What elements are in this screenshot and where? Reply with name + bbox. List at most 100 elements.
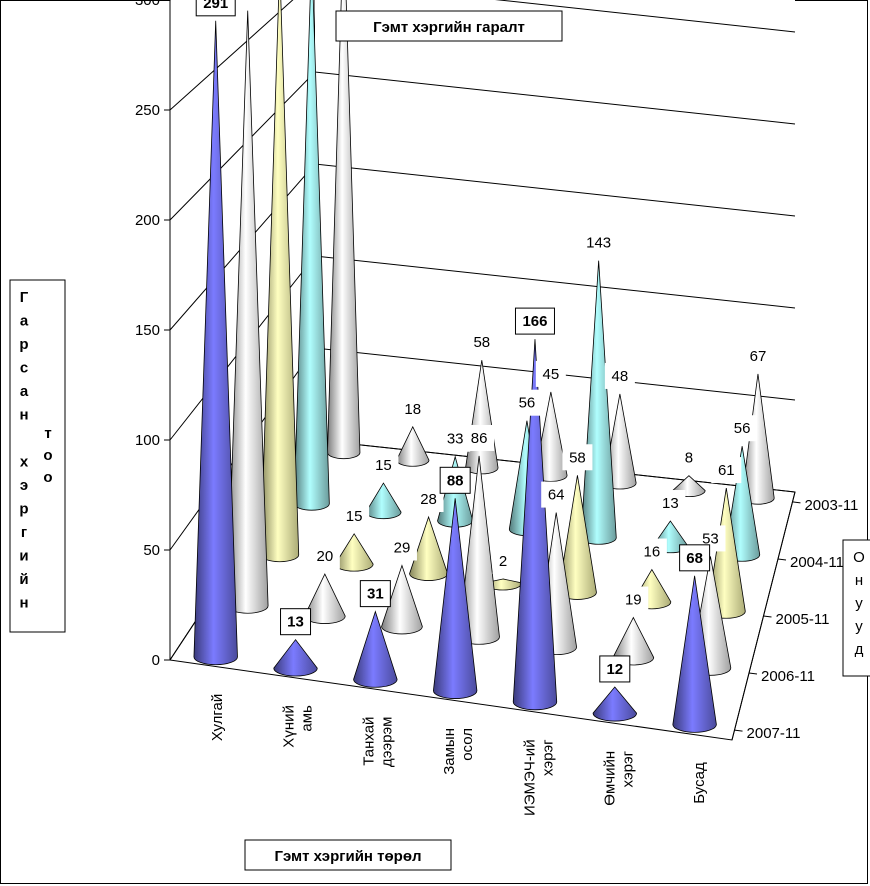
x-axis-title-box [244,839,452,871]
data-labels: 28818584548867285153356143135629?1528258… [195,0,773,683]
x-category-line: Хүний [280,705,297,748]
data-label: 15 [375,457,392,474]
x-category-line: Танхай [361,717,378,766]
y-title-char: х [20,454,29,471]
data-label-box [742,342,773,369]
y-tick-label: 300 [135,0,160,9]
depth-tick-label: 2006-11 [761,668,815,685]
x-category-line: ИЭМЭЧ-ий [521,739,538,816]
data-label: 20 [316,548,333,565]
data-label: 68 [686,550,703,567]
data-label-box [492,547,514,574]
x-category-line: Өмчийн [602,751,619,806]
depth-title-char: О [853,549,865,566]
y-title-char: с [20,360,28,377]
data-label: 45 [542,366,559,383]
data-label-box [359,580,391,608]
y-tick-label: 0 [152,652,160,669]
x-category-line: дээрэм [379,717,396,768]
data-label: 166 [522,313,547,330]
x-category-line: хэрэг [620,750,637,787]
cone-2007-11-2 [353,610,398,688]
data-label-box [618,586,649,613]
y-title-char: т [44,425,51,442]
depth-tick-label: 2004-11 [790,554,844,571]
data-label: 58 [569,449,586,466]
y-title-char: й [19,571,28,588]
x-category-line: Хулгай [209,694,226,741]
depth-axis-title-box [842,539,870,677]
data-label-box [397,395,428,422]
cone-2006-11-2 [381,564,423,635]
data-label-box [678,444,700,471]
data-label: 28 [420,491,437,508]
depth-tick [777,558,787,561]
y-tick-label: 100 [135,432,160,449]
x-axis-categories: Хулгай Хүний амь Танхай дээрэм Замын осол ИЭМЭЧ… [209,694,708,816]
y-tick-label: 150 [135,322,160,339]
y-axis-ticks: 0 50 100 150 200 250 300 [135,0,170,669]
data-label-box [511,389,542,416]
cone-2007-11-5 [592,686,637,722]
data-label: 88 [447,472,464,489]
y-title-char: р [19,501,28,518]
x-category-line: Бусад [691,762,708,804]
data-label: 48 [612,368,629,385]
depth-title-char: у [855,618,863,635]
data-label: 56 [734,420,751,437]
y-title-char: н [19,595,28,612]
x-category-label: Хүний амь [280,705,315,748]
data-label: 8 [685,450,693,467]
depth-tick [734,729,743,732]
data-label-box [599,655,631,683]
data-label-box [655,490,686,517]
x-category-label: Өмчийн хэрэг [602,750,637,805]
y-title-char: а [20,313,29,330]
depth-tick [792,501,801,504]
cone-2007-11-4 [512,339,558,711]
data-label: 29 [394,539,411,556]
y-title-char: и [19,548,28,565]
cone-series [193,0,775,733]
data-label-box [368,452,399,479]
data-label-box [562,444,593,471]
x-category-label: Хулгай [209,694,226,741]
data-label: 13 [662,495,679,512]
back-wall [315,0,795,492]
x-category-line: Замын [441,728,458,775]
y-title-char: о [43,469,52,486]
x-category-line: осол [459,728,476,761]
data-label-box [579,229,619,256]
title-box [335,10,563,42]
depth-title-char: у [855,595,863,612]
data-label-box [636,538,667,565]
data-label-box [339,502,370,529]
data-label: 58 [473,334,490,351]
data-label-box [727,415,758,442]
data-label: 143 [586,235,611,252]
y-title-char: н [19,407,28,424]
data-label-box [541,481,572,508]
y-title-char: Г [20,289,29,306]
data-label: 56 [519,395,536,412]
depth-tick-label: 2003-11 [804,497,858,514]
data-label: 67 [750,348,767,365]
data-label: 61 [718,462,735,479]
data-label-box [535,360,566,387]
y-axis-title-box [9,279,66,633]
y-title-char: а [20,383,29,400]
cone-2007-11-3 [432,498,478,699]
data-label-box [413,486,444,513]
data-label-box [711,457,742,484]
data-label: 291 [203,0,228,12]
depth-tick [763,615,772,618]
cone-2007-11-0 [193,20,238,666]
y-title-char: э [20,477,28,494]
x-category-line: амь [298,705,315,732]
data-label-box [514,307,555,335]
data-label-box [228,0,268,6]
gridline [169,0,796,111]
